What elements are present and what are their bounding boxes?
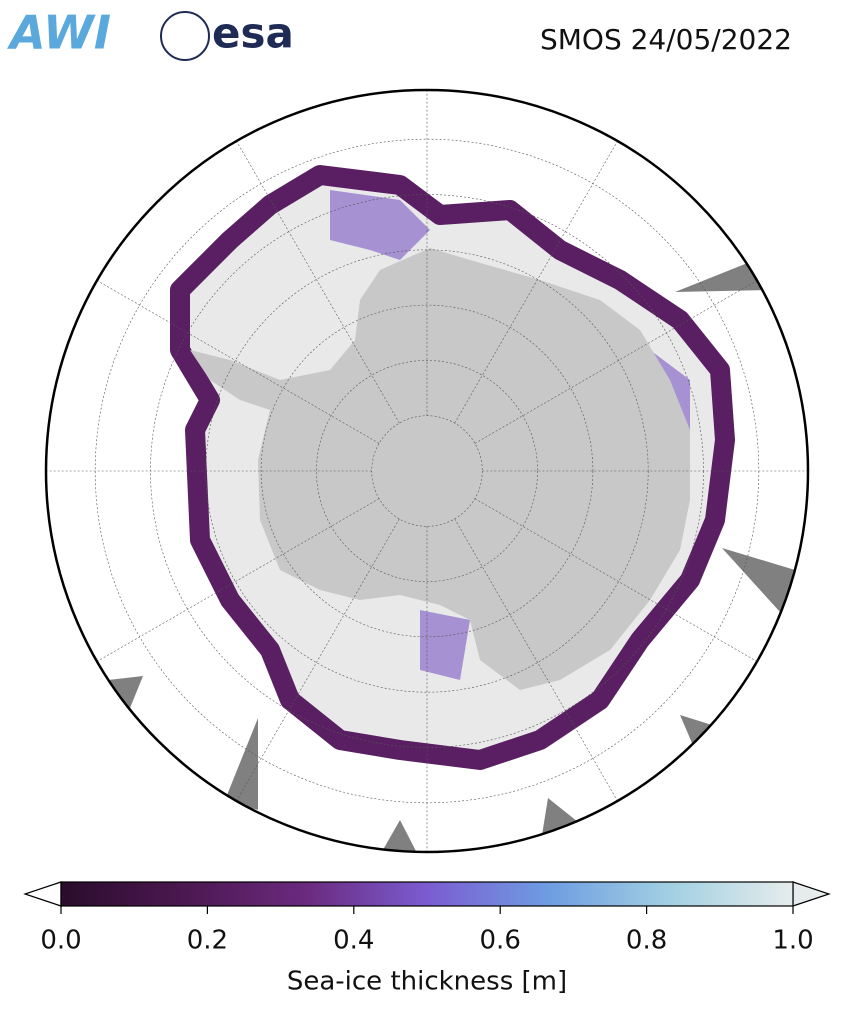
latitude-circle: [260, 304, 594, 638]
meridian: [226, 124, 400, 424]
map-title: SMOS 24/05/2022: [540, 23, 792, 56]
colorbar: [60, 881, 794, 907]
colorbar-over: [792, 881, 831, 907]
graticule: [46, 90, 808, 852]
esa-logo: esa: [212, 9, 294, 58]
esa-logo-mark: [160, 11, 210, 61]
colorbar-tick-label: 0.0: [40, 926, 81, 956]
meridian: [454, 124, 628, 424]
meridian: [454, 518, 628, 818]
meridian: [474, 498, 774, 672]
meridian: [226, 518, 400, 818]
meridian: [80, 498, 380, 672]
colorbar-tick-label: 0.8: [626, 926, 667, 956]
colorbar-tick-label: 0.4: [333, 926, 374, 956]
awi-logo: AWI: [7, 6, 111, 60]
colorbar-tick-label: 0.2: [187, 926, 228, 956]
thin-ice: [330, 190, 690, 680]
antarctica: [190, 248, 690, 690]
map-frame: [44, 88, 810, 854]
colorbar-under: [23, 881, 62, 907]
latitude-circle: [316, 360, 538, 582]
land-masks: [108, 262, 795, 852]
colorbar-tick-label: 1.0: [772, 926, 813, 956]
meridian: [80, 270, 380, 444]
colorbar-ticks: 0.0 0.2 0.4 0.6 0.8 1.0: [40, 906, 814, 956]
meridian: [474, 270, 774, 444]
colorbar-tick-label: 0.6: [480, 926, 521, 956]
colorbar-label: Sea-ice thickness [m]: [287, 967, 567, 997]
map-area: [46, 90, 808, 852]
